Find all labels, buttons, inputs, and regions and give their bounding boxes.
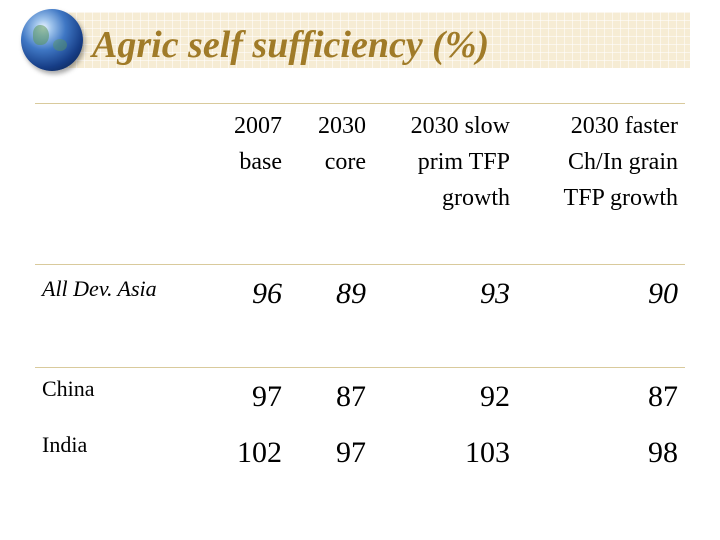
header-divider <box>35 264 685 265</box>
value-cell: 102 <box>237 436 282 469</box>
value-cell: 89 <box>336 277 366 310</box>
value-cell: 97 <box>336 436 366 469</box>
row-label-india: India <box>42 432 88 457</box>
value-cell: 97 <box>252 380 282 413</box>
row-divider <box>35 367 685 368</box>
value-cell: 93 <box>480 277 510 310</box>
value-cell: 96 <box>252 277 282 310</box>
globe-icon <box>21 9 83 71</box>
row-label-all-dev-asia: All Dev. Asia <box>42 276 157 301</box>
value-cell: 92 <box>480 380 510 413</box>
value-cell: 87 <box>336 380 366 413</box>
table-top-rule <box>35 103 685 104</box>
column-header-2007-base: 2007 base <box>234 113 282 175</box>
column-header-2030-slow: 2030 slow prim TFP growth <box>410 113 510 211</box>
title-band <box>52 12 690 68</box>
slide-title: Agric self sufficiency (%) <box>92 24 490 66</box>
column-header-2030-faster: 2030 faster Ch/In grain TFP growth <box>563 113 678 211</box>
row-label-china: China <box>42 376 95 401</box>
value-cell: 90 <box>648 277 678 310</box>
column-header-2030-core: 2030 core <box>318 113 366 175</box>
value-cell: 103 <box>465 436 510 469</box>
value-cell: 87 <box>648 380 678 413</box>
value-cell: 98 <box>648 436 678 469</box>
